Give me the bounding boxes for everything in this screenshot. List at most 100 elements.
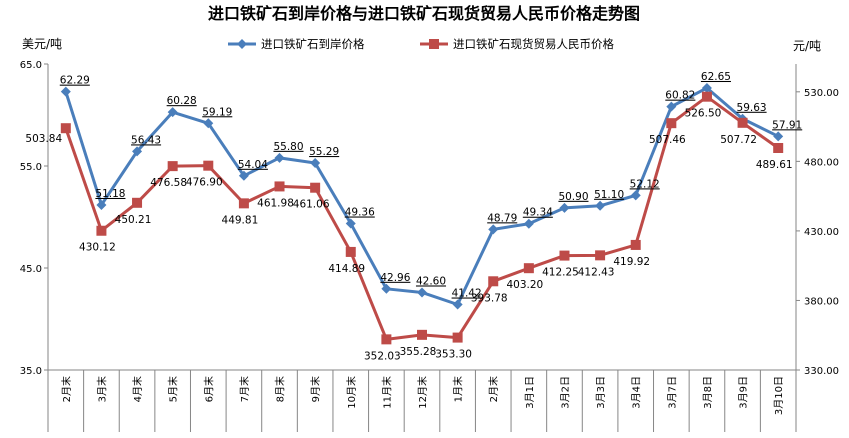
data-label-fob: 48.79 — [487, 212, 517, 224]
category-label: 3月3日 — [595, 376, 607, 409]
category-label: 7月末 — [238, 376, 251, 402]
data-label-rmb: 489.61 — [756, 159, 793, 171]
data-label-fob: 50.90 — [558, 191, 588, 203]
legend-label-rmb: 进口铁矿石现货贸易人民币价格 — [453, 37, 614, 51]
data-point-fob — [60, 86, 71, 97]
category-label: 12月末 — [416, 376, 429, 409]
legend-label-fob: 进口铁矿石到岸价格 — [261, 37, 365, 51]
category-label: 9月末 — [309, 376, 322, 402]
category-label: 5月末 — [167, 376, 180, 402]
legend-square-icon — [429, 39, 439, 49]
data-point-rmb — [345, 246, 356, 257]
data-label-rmb: 461.06 — [293, 199, 330, 211]
left-tick-label: 35.0 — [20, 366, 42, 377]
category-label: 11月末 — [380, 376, 393, 409]
data-label-rmb: 450.21 — [115, 214, 152, 226]
data-point-rmb — [737, 117, 748, 128]
data-point-fob — [417, 287, 427, 298]
data-point-fob — [452, 299, 463, 310]
right-tick-label: 530.00 — [804, 88, 839, 99]
data-label-rmb: 430.12 — [79, 242, 116, 254]
data-point-fob — [595, 200, 606, 211]
data-label-rmb: 419.92 — [613, 256, 650, 268]
data-point-fob — [310, 158, 321, 169]
data-label-fob: 42.96 — [380, 272, 410, 284]
category-label: 8月末 — [274, 376, 287, 402]
data-point-rmb — [666, 118, 677, 129]
category-label: 2月末 — [60, 376, 73, 402]
series-line-1 — [64, 95, 780, 341]
data-label-rmb: 412.43 — [578, 266, 615, 278]
data-point-fob — [167, 107, 178, 118]
data-point-rmb — [630, 239, 641, 250]
right-tick-label: 380.00 — [804, 296, 839, 307]
data-point-fob — [773, 131, 784, 142]
data-point-rmb — [310, 182, 321, 193]
data-point-rmb — [381, 334, 392, 345]
data-point-rmb — [488, 276, 499, 287]
left-axis-unit: 美元/吨 — [22, 37, 62, 51]
data-point-rmb — [595, 250, 606, 261]
data-label-fob: 57.91 — [772, 119, 802, 131]
right-tick-label: 480.00 — [804, 157, 839, 168]
category-label: 6月末 — [202, 376, 215, 402]
data-label-rmb: 507.46 — [649, 134, 686, 146]
data-label-fob: 60.82 — [665, 90, 695, 102]
data-point-fob — [630, 190, 641, 201]
data-point-fob — [381, 283, 392, 294]
data-label-fob: 49.34 — [523, 207, 553, 219]
data-point-fob — [96, 199, 107, 210]
category-label: 10月末 — [345, 376, 358, 409]
data-label-rmb: 507.72 — [720, 134, 757, 146]
right-tick-label: 430.00 — [804, 227, 839, 238]
data-point-rmb — [523, 263, 534, 274]
data-point-rmb — [773, 142, 784, 153]
category-label: 3月7日 — [666, 376, 678, 409]
data-point-fob — [488, 224, 499, 235]
category-label: 3月9日 — [738, 376, 750, 409]
left-tick-label: 65.0 — [20, 60, 42, 71]
data-label-fob: 51.18 — [95, 188, 125, 200]
legend-diamond-icon — [237, 39, 247, 49]
data-label-fob: 60.28 — [167, 95, 197, 107]
data-label-fob: 54.04 — [238, 159, 268, 171]
data-label-fob: 59.63 — [737, 102, 767, 114]
legend: 进口铁矿石到岸价格 进口铁矿石现货贸易人民币价格 — [228, 37, 614, 51]
data-point-fob — [132, 146, 143, 157]
data-point-rmb — [452, 332, 463, 343]
data-point-rmb — [132, 197, 143, 208]
data-point-rmb — [559, 250, 570, 261]
data-point-fob — [238, 170, 249, 181]
left-tick-label: 55.0 — [20, 162, 42, 173]
data-label-fob: 41.42 — [452, 288, 482, 300]
data-point-rmb — [96, 225, 107, 236]
right-tick-label: 330.00 — [804, 366, 839, 377]
category-label: 2月末 — [487, 376, 500, 402]
data-label-fob: 62.65 — [701, 71, 731, 83]
data-label-fob: 56.43 — [131, 134, 161, 146]
data-point-rmb — [238, 198, 249, 209]
data-label-fob: 55.29 — [309, 146, 339, 158]
category-label: 1月末 — [452, 376, 465, 402]
data-label-fob: 59.19 — [202, 106, 232, 118]
data-point-fob — [523, 218, 534, 229]
category-label: 3月1日 — [524, 376, 536, 409]
data-label-rmb: 461.98 — [257, 197, 294, 209]
data-label-rmb: 476.90 — [186, 177, 223, 189]
data-point-rmb — [203, 160, 214, 171]
data-point-fob — [274, 152, 285, 163]
data-point-rmb — [701, 91, 712, 102]
data-label-rmb: 414.89 — [328, 263, 365, 275]
data-label-rmb: 353.30 — [435, 349, 472, 361]
data-label-fob: 55.80 — [273, 141, 303, 153]
data-label-fob: 42.60 — [416, 275, 446, 287]
data-label-rmb: 352.03 — [364, 350, 401, 362]
data-point-fob — [666, 101, 677, 112]
data-point-rmb — [167, 161, 178, 172]
data-point-fob — [345, 218, 356, 229]
data-label-rmb: 503.84 — [25, 133, 62, 145]
data-label-rmb: 403.20 — [506, 279, 543, 291]
data-label-rmb: 476.58 — [150, 177, 187, 189]
data-label-rmb: 393.78 — [471, 292, 508, 304]
category-label: 3月10日 — [773, 376, 785, 415]
